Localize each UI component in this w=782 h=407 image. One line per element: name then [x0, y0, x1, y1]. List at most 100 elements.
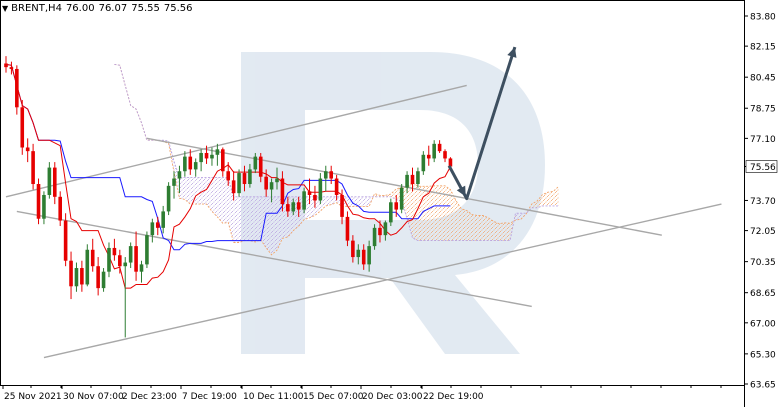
- candle: [432, 140, 436, 163]
- time-label: 25 Nov 2021: [4, 392, 62, 402]
- cloud-segment: [179, 177, 185, 200]
- candle: [177, 165, 182, 194]
- candle: [69, 251, 73, 300]
- cloud-segment: [174, 161, 180, 199]
- candle: [248, 163, 252, 188]
- ohlc-open: 76.00: [65, 3, 95, 14]
- candle: [74, 262, 79, 292]
- candle: [351, 235, 355, 263]
- cloud-segment: [277, 196, 283, 251]
- candle: [20, 100, 25, 155]
- cloud-segment: [222, 177, 229, 224]
- time-label: 20 Dec 03:00: [362, 392, 423, 402]
- cloud-segment: [271, 196, 277, 255]
- channel-line: [146, 137, 662, 236]
- symbol-header: ▼ BRENT,H4 76.00 76.07 75.55 75.56: [2, 3, 197, 14]
- cloud-segment: [217, 177, 223, 224]
- candle: [405, 171, 409, 194]
- cloud-segment: [482, 215, 489, 241]
- price-axis[interactable]: 83.80 82.15 80.45 78.75 77.10 75.56 73.70 72.05…: [744, 13, 778, 391]
- candle: [340, 189, 344, 225]
- candlestick-series: [4, 56, 453, 338]
- candle: [80, 260, 84, 292]
- candle: [210, 147, 214, 166]
- candle: [90, 238, 95, 272]
- candle: [47, 162, 52, 199]
- candle: [25, 138, 30, 163]
- candle: [128, 242, 133, 269]
- cloud-segment: [423, 186, 429, 241]
- triangle-down-icon[interactable]: ▼: [2, 4, 9, 13]
- price-label: 78.75: [750, 105, 776, 115]
- candle: [383, 220, 388, 241]
- candle: [237, 169, 241, 197]
- time-axis[interactable]: 25 Nov 2021 30 Nov 07:002 Dec 23:00 7 Dec …: [2, 385, 722, 402]
- candle: [307, 178, 312, 205]
- candle: [36, 178, 41, 225]
- channel-line: [5, 84, 467, 198]
- candle: [58, 191, 62, 227]
- candle: [63, 213, 68, 267]
- candle: [155, 216, 160, 236]
- candle: [323, 165, 328, 192]
- candle: [52, 162, 57, 205]
- forecast-arrowhead-up: [507, 47, 517, 58]
- price-label: 82.15: [750, 43, 776, 53]
- candle: [242, 165, 247, 192]
- time-label: 22 Dec 19:00: [423, 392, 484, 402]
- time-label: 2 Dec 23:00: [122, 392, 177, 402]
- cloud-segment: [493, 221, 500, 241]
- candle: [215, 143, 220, 166]
- price-label: 72.05: [750, 227, 776, 237]
- cloud-segment: [293, 196, 299, 231]
- cloud-segment: [206, 177, 212, 212]
- candle: [437, 140, 442, 153]
- candle: [264, 169, 268, 197]
- symbol-label: BRENT,H4: [11, 3, 62, 14]
- forecast-arrow: [447, 46, 517, 201]
- candle: [443, 149, 447, 163]
- cloud-segment: [428, 185, 435, 241]
- kijun-path: [5, 63, 451, 251]
- candle: [221, 147, 225, 177]
- candle: [280, 171, 285, 212]
- candle: [9, 61, 14, 75]
- time-label: 15 Dec 07:00: [303, 392, 364, 402]
- cloud-segment: [510, 213, 516, 241]
- kijun-sen-line: [5, 63, 451, 251]
- ohlc-close: 75.56: [163, 3, 193, 14]
- candle: [145, 231, 149, 269]
- candle: [172, 171, 176, 199]
- candle: [313, 185, 317, 208]
- channel-line: [43, 203, 722, 359]
- cloud-segment: [331, 196, 337, 205]
- price-label: 80.45: [750, 74, 776, 84]
- candle: [367, 240, 371, 272]
- candle: [85, 244, 90, 287]
- cloud-segment: [499, 222, 505, 241]
- candle: [275, 167, 279, 190]
- candle: [96, 257, 100, 296]
- ohlc-low: 75.55: [131, 3, 160, 14]
- candle: [193, 158, 198, 177]
- candle: [258, 152, 263, 183]
- cloud-segment: [466, 210, 473, 241]
- candle: [372, 224, 377, 250]
- plot-frame: [0, 0, 745, 407]
- cloud-segment: [233, 196, 240, 243]
- candle: [231, 171, 236, 201]
- candle: [253, 152, 258, 174]
- candle: [150, 218, 155, 243]
- candle: [378, 220, 382, 243]
- candle: [134, 231, 138, 281]
- cloud-segment: [515, 213, 521, 221]
- cloud-segment: [249, 196, 256, 243]
- time-label: 7 Dec 19:00: [182, 392, 237, 402]
- candle: [296, 196, 301, 217]
- candle: [329, 165, 333, 185]
- candle: [112, 238, 117, 261]
- cloud-segment: [450, 189, 456, 241]
- candle: [107, 242, 111, 278]
